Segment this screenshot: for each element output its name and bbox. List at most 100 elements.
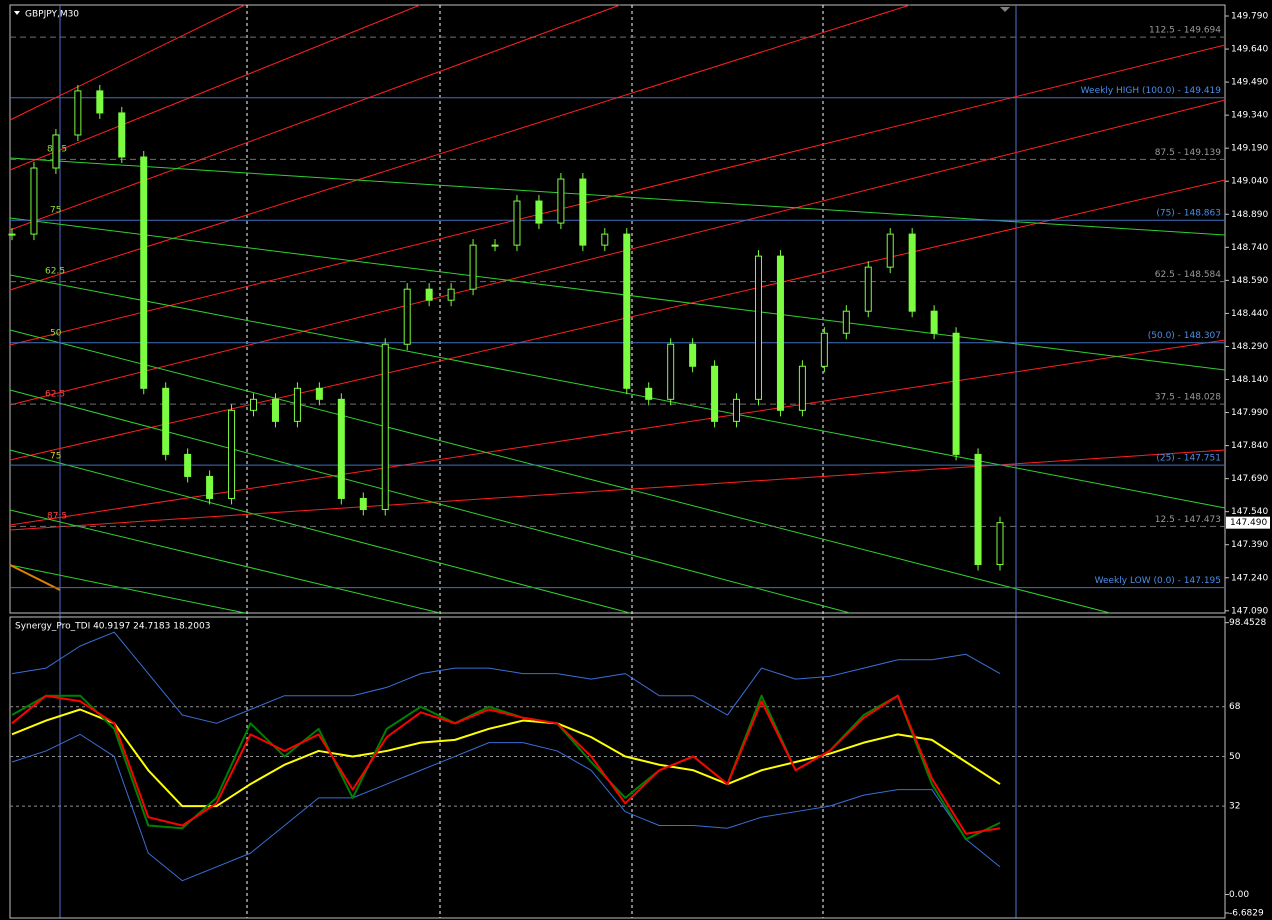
channel-label: 62.5 <box>45 267 65 277</box>
candle <box>842 310 850 334</box>
candle <box>8 233 16 236</box>
fib-label: (25) - 147.751 <box>1156 454 1221 464</box>
price-label: 147.390 <box>1231 540 1268 550</box>
candle <box>535 200 543 224</box>
pane-frame <box>9 616 1226 919</box>
indicator-tick-label: 0.00 <box>1229 890 1249 900</box>
price-layer: 149.790 149.640 149.490 149.340 149.190 149.0… <box>8 12 1270 616</box>
price-label: 148.740 <box>1231 243 1268 253</box>
price-label: 149.340 <box>1231 111 1268 121</box>
candle <box>733 398 741 422</box>
price-label: 149.190 <box>1231 144 1268 154</box>
price-label: 147.840 <box>1231 441 1268 451</box>
shift-marker <box>1000 7 1010 12</box>
indicator-layer: 98.4528 68 50 32 0.00 -6.6829 <box>10 618 1266 918</box>
green-channel <box>9 157 1226 614</box>
candle <box>162 387 170 455</box>
candle <box>908 233 916 312</box>
price-label: 147.090 <box>1231 606 1268 616</box>
candle <box>974 453 982 566</box>
price-label: 147.240 <box>1231 573 1268 583</box>
candle <box>513 200 521 246</box>
indicator-tick-label: 98.4528 <box>1229 618 1266 628</box>
candle <box>952 332 960 455</box>
candle <box>689 343 697 367</box>
fib-label: Weekly HIGH (100.0) - 149.419 <box>1081 86 1222 96</box>
candle <box>754 255 762 400</box>
indicator-tick-label: 68 <box>1229 702 1241 712</box>
candle <box>886 233 894 268</box>
candle <box>469 244 477 290</box>
price-label: 149.490 <box>1231 78 1268 88</box>
candle <box>52 134 60 169</box>
price-label: 148.890 <box>1231 210 1268 220</box>
price-label: 147.990 <box>1231 408 1268 418</box>
price-label: 147.540 <box>1231 507 1268 517</box>
candle <box>447 288 455 301</box>
candle <box>250 398 258 411</box>
candle <box>623 233 631 389</box>
current-price: 147.490 <box>1230 518 1267 528</box>
channel-label: 75 <box>50 206 61 216</box>
candle <box>271 398 279 422</box>
indicator-pane: Synergy_Pro_TDI 40.9197 24.7183 18.2003 … <box>9 616 1266 919</box>
price-label: 149.640 <box>1231 45 1268 55</box>
period-separators <box>246 5 824 918</box>
candle <box>74 90 82 136</box>
candle <box>425 288 433 301</box>
candle <box>996 522 1004 566</box>
candle <box>711 365 719 422</box>
fib-label: 62.5 - 148.584 <box>1155 270 1221 280</box>
candle <box>864 266 872 312</box>
candle <box>930 310 938 334</box>
fib-label: 12.5 - 147.473 <box>1155 515 1221 525</box>
candle <box>403 288 411 345</box>
candle <box>30 167 38 235</box>
symbol-label: GBPJPY,M30 <box>25 10 79 20</box>
tdi-line <box>11 631 1001 724</box>
channel-label: 75 <box>50 452 61 462</box>
indicator-tick-label: 32 <box>1229 802 1240 812</box>
candle <box>645 387 653 400</box>
indicator-tick-label: 50 <box>1229 752 1241 762</box>
indicator-tick-label: -6.6829 <box>1229 908 1264 918</box>
candle <box>667 343 675 400</box>
candle <box>96 90 104 114</box>
price-label: 148.590 <box>1231 276 1268 286</box>
candle <box>381 343 389 510</box>
trend-line <box>9 564 61 591</box>
price-label: 148.440 <box>1231 309 1268 319</box>
candle <box>820 332 828 367</box>
candle <box>118 112 126 158</box>
price-label: 148.290 <box>1231 342 1268 352</box>
price-label: 148.140 <box>1231 375 1268 385</box>
channel-label: 50 <box>50 329 62 339</box>
pane-frame <box>9 4 1226 614</box>
price-pane: GBPJPY,M30 87.5 75 62.5 50 62.5 75 87.5 … <box>8 4 1270 918</box>
channel-label: 62.5 <box>45 390 65 400</box>
candle <box>601 233 609 246</box>
red-channel <box>9 4 1226 531</box>
channel-label: 87.5 <box>47 512 67 522</box>
indicator-label: Synergy_Pro_TDI 40.9197 24.7183 18.2003 <box>15 622 210 632</box>
candle <box>557 178 565 224</box>
fib-label: 112.5 - 149.694 <box>1149 26 1221 36</box>
candle <box>206 475 214 499</box>
candle <box>359 497 367 510</box>
candle <box>337 398 345 499</box>
tdi-line <box>11 733 1001 882</box>
candle <box>315 387 323 400</box>
price-label: 149.790 <box>1231 12 1268 22</box>
fib-label: 37.5 - 148.028 <box>1155 393 1221 403</box>
tdi-line <box>11 694 1001 835</box>
candle <box>491 244 499 247</box>
candle <box>798 365 806 411</box>
candle <box>776 255 784 411</box>
price-label: 149.040 <box>1231 177 1268 187</box>
menu-arrow[interactable] <box>14 11 20 15</box>
candle <box>140 156 148 389</box>
candle <box>579 178 587 246</box>
fib-label: (75) - 148.863 <box>1156 209 1221 219</box>
fib-label: Weekly LOW (0.0) - 147.195 <box>1095 576 1221 586</box>
